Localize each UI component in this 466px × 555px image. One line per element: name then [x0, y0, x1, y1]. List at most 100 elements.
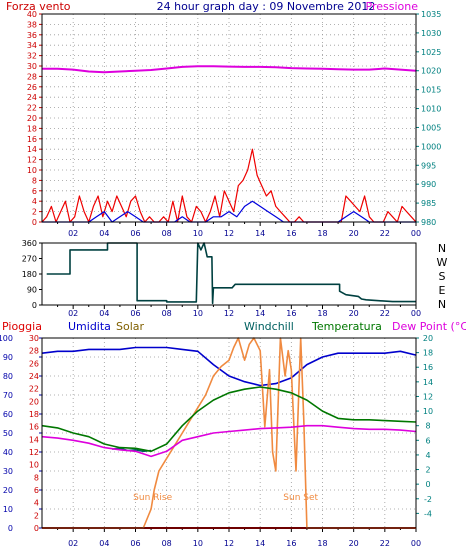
y-tick-label: 6	[425, 436, 430, 445]
y-tick-label: 30	[3, 467, 13, 476]
sun-annotations: Sun Rise Sun Set	[133, 493, 318, 503]
x-tick-label: 22	[380, 539, 390, 548]
solar-tick-label: 10	[29, 461, 39, 470]
wind-pressure-grid	[42, 14, 417, 222]
solar-tick-label: 0	[34, 524, 39, 533]
sun-event-label: Sun Rise	[133, 493, 172, 503]
compass-label: N	[438, 242, 446, 255]
x-tick-label: 14	[255, 229, 265, 238]
y-tick-label: 0	[8, 524, 13, 533]
y-tick-label: 180	[22, 270, 37, 279]
direction-series	[46, 242, 416, 305]
x-tick-label: 12	[224, 539, 234, 548]
y-tick-label: 40	[3, 448, 13, 457]
y-tick-label: -4	[424, 509, 432, 518]
x-tick-label: 02	[68, 229, 78, 238]
x-tick-label: 10	[193, 309, 203, 318]
weather-panel: Pioggia Umidita Solar Windchill Temperatura D…	[0, 320, 466, 548]
x-tick-label: 02	[68, 309, 78, 318]
gust-line	[42, 200, 416, 223]
x-tick-label: 06	[130, 229, 140, 238]
solar-tick-label: 14	[29, 435, 39, 444]
graph-title: 24 hour graph day : 09 Novembre 2012	[157, 0, 376, 13]
y-tick-label: 34	[27, 41, 37, 50]
y-tick-label: 980	[421, 218, 436, 227]
x-tick-label: 18	[317, 309, 327, 318]
solar-tick-label: 30	[29, 334, 39, 343]
y-tick-label: 28	[27, 72, 37, 81]
solar-line	[42, 337, 416, 529]
y-tick-label: 0	[32, 218, 37, 227]
x-tick-label: 06	[130, 309, 140, 318]
y-tick-label: 40	[27, 10, 37, 19]
y-tick-label: 20	[27, 114, 37, 123]
solar-tick-label: 8	[34, 473, 39, 482]
y-tick-label: 90	[27, 286, 37, 295]
x-tick-label: 18	[317, 229, 327, 238]
solar-tick-label: 28	[29, 347, 39, 356]
y-tick-label: 990	[421, 180, 436, 189]
y-tick-label: 60	[3, 410, 13, 419]
y-tick-label: 18	[423, 349, 433, 358]
y-tick-label: 1005	[421, 123, 441, 132]
weather-grid	[42, 338, 417, 528]
x-tick-label: 00	[411, 309, 421, 318]
direction-degree-axis: 0 90 180 270 360	[22, 239, 42, 310]
legend-entry: Windchill	[244, 320, 294, 333]
x-tick-label: 10	[193, 539, 203, 548]
y-tick-label: 80	[3, 372, 13, 381]
x-tick-label: 00	[411, 539, 421, 548]
x-tick-label: 12	[224, 309, 234, 318]
y-tick-label: 22	[27, 104, 37, 113]
y-tick-label: 24	[27, 93, 37, 102]
compass-label: E	[439, 284, 446, 297]
solar-tick-label: 24	[29, 372, 39, 381]
wind-pressure-series	[41, 65, 417, 223]
solar-tick-label: 4	[34, 499, 39, 508]
y-tick-label: 70	[3, 391, 13, 400]
y-tick-label: 4	[425, 451, 430, 460]
y-tick-label: 1030	[421, 29, 441, 38]
temperature-axis: -4 -2 0 2 4 6 8 10 12 14 16 18 20	[416, 334, 433, 518]
x-tick-label: 08	[162, 309, 172, 318]
y-tick-label: 10	[423, 407, 433, 416]
x-tick-label: 00	[411, 229, 421, 238]
y-tick-label: 12	[27, 156, 37, 165]
x-tick-label: 14	[255, 309, 265, 318]
y-tick-label: 6	[32, 187, 37, 196]
solar-tick-label: 16	[29, 423, 39, 432]
weather-legend: Pioggia Umidita Solar Windchill Temperatura D…	[2, 320, 466, 333]
y-tick-label: 1035	[421, 10, 441, 19]
y-tick-label: 270	[22, 255, 37, 264]
y-tick-label: 985	[421, 199, 436, 208]
x-tick-label: 08	[162, 229, 172, 238]
y-tick-label: 18	[27, 124, 37, 133]
x-tick-label: 22	[380, 229, 390, 238]
solar-tick-label: 18	[29, 410, 39, 419]
solar-tick-label: 6	[34, 486, 39, 495]
y-tick-label: 14	[423, 378, 433, 387]
dewpoint-line	[41, 424, 417, 458]
direction-hour-axis: 02 04 06 08 10 12 14 16 18 20 22 00	[57, 305, 421, 318]
legend-entry: Dew Point (°C)	[392, 320, 466, 333]
x-tick-label: 14	[255, 539, 265, 548]
x-tick-label: 20	[349, 309, 359, 318]
x-tick-label: 16	[286, 309, 296, 318]
solar-tick-label: 26	[29, 359, 39, 368]
y-tick-label: 90	[3, 353, 13, 362]
wind-axis-title: Forza vento	[6, 0, 71, 13]
y-tick-label: -2	[424, 495, 432, 504]
temperature-line	[41, 386, 417, 453]
y-tick-label: 10	[3, 505, 13, 514]
x-tick-label: 02	[68, 539, 78, 548]
y-tick-label: 995	[421, 161, 436, 170]
x-tick-label: 04	[99, 229, 109, 238]
x-tick-label: 16	[286, 229, 296, 238]
pressure-axis: 980 985 990 995 1000 1005 1010 1015 1020 1025 1030…	[416, 10, 441, 227]
compass-label: N	[438, 298, 446, 311]
y-tick-label: 2	[425, 466, 430, 475]
